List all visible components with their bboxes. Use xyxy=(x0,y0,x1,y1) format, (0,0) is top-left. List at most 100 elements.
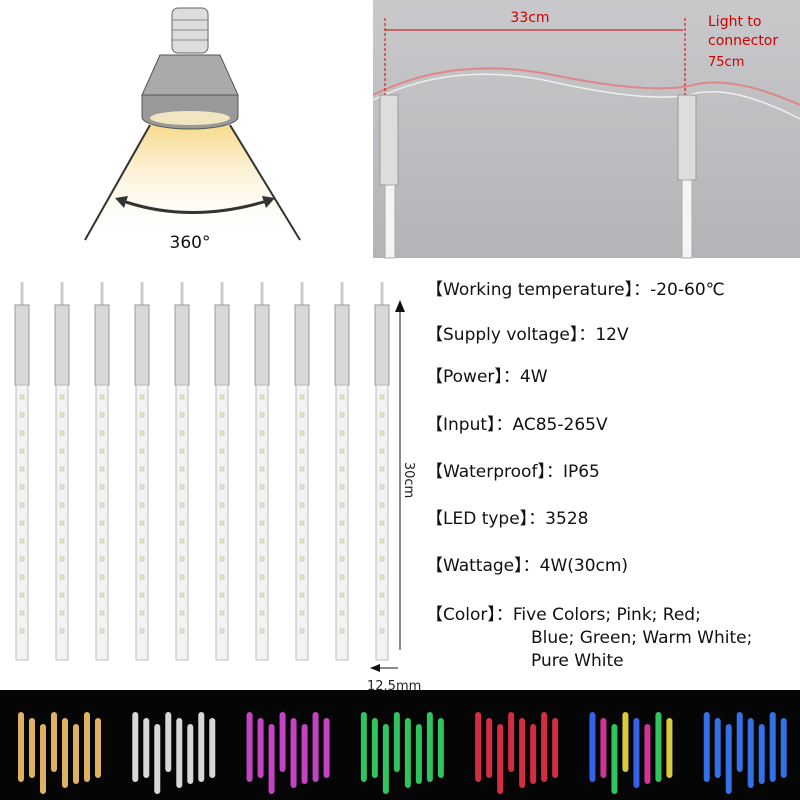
led xyxy=(19,574,25,580)
led xyxy=(299,394,305,400)
led xyxy=(299,610,305,616)
led xyxy=(99,556,105,562)
glow-tube xyxy=(508,712,515,772)
connector xyxy=(294,304,310,386)
spec-list: 【Working temperature】：-20-60℃ 【Supply vol… xyxy=(426,280,752,671)
led xyxy=(219,484,225,490)
led xyxy=(99,448,105,454)
spec-label: 【Wattage】 xyxy=(426,556,523,576)
glow-tube xyxy=(747,718,754,788)
glow-tube xyxy=(371,718,378,778)
led xyxy=(379,394,385,400)
led xyxy=(19,610,25,616)
spec-value: ：4W(30cm) xyxy=(523,556,628,576)
led xyxy=(339,538,345,544)
led xyxy=(219,592,225,598)
bulb-illustration: 360° xyxy=(84,7,301,253)
glow-tube xyxy=(552,718,559,778)
glow-tube xyxy=(73,724,79,784)
led xyxy=(379,628,385,634)
glow-tube xyxy=(611,724,618,794)
glow-tube xyxy=(714,718,721,778)
glow-tube xyxy=(312,712,319,782)
led xyxy=(379,502,385,508)
led xyxy=(299,556,305,562)
led xyxy=(99,574,105,580)
led xyxy=(139,412,145,418)
spec-item: 【Waterproof】：IP65 xyxy=(426,462,600,482)
led xyxy=(339,610,345,616)
glow-tube xyxy=(437,718,444,778)
led xyxy=(99,430,105,436)
connector xyxy=(254,304,270,386)
led xyxy=(219,538,225,544)
led xyxy=(339,448,345,454)
led xyxy=(19,448,25,454)
led xyxy=(139,430,145,436)
led xyxy=(59,502,65,508)
led xyxy=(19,484,25,490)
led xyxy=(59,574,65,580)
led xyxy=(299,412,305,418)
led xyxy=(19,592,25,598)
led xyxy=(179,502,185,508)
spec-item: 【Wattage】：4W(30cm) xyxy=(426,556,628,576)
led xyxy=(259,628,265,634)
glow-tube xyxy=(198,712,205,782)
led xyxy=(219,520,225,526)
glow-tube xyxy=(530,724,537,784)
spec-label: 【Color】 xyxy=(426,605,496,625)
glow-tube xyxy=(404,718,411,788)
led xyxy=(219,556,225,562)
led xyxy=(59,430,65,436)
led xyxy=(379,466,385,472)
led xyxy=(99,610,105,616)
led xyxy=(59,538,65,544)
led xyxy=(339,466,345,472)
led xyxy=(59,412,65,418)
led xyxy=(299,466,305,472)
led xyxy=(179,610,185,616)
led xyxy=(259,574,265,580)
led xyxy=(339,520,345,526)
led xyxy=(259,556,265,562)
led xyxy=(259,592,265,598)
led xyxy=(19,502,25,508)
spec-item: 【Working temperature】：-20-60℃ xyxy=(426,280,725,300)
glow-tube xyxy=(257,718,264,778)
spec-label: 【Waterproof】 xyxy=(426,462,546,482)
glow-tube xyxy=(95,718,101,778)
glow-tube xyxy=(600,718,607,778)
led xyxy=(139,484,145,490)
led xyxy=(99,628,105,634)
spec-value: ：4W xyxy=(503,367,548,387)
led xyxy=(299,592,305,598)
led xyxy=(299,538,305,544)
led xyxy=(179,520,185,526)
spec-value: ：-20-60℃ xyxy=(633,280,725,300)
led xyxy=(179,412,185,418)
led xyxy=(259,448,265,454)
spacing-label: 33cm xyxy=(510,10,549,26)
length-label: 30cm xyxy=(401,462,416,498)
spec-value: ：3528 xyxy=(528,509,588,529)
glow-tube xyxy=(154,724,161,794)
led xyxy=(219,628,225,634)
led xyxy=(339,502,345,508)
glow-tube xyxy=(415,724,422,784)
glow-tube xyxy=(382,724,389,794)
led xyxy=(139,520,145,526)
glow-tube xyxy=(323,718,330,778)
led xyxy=(59,610,65,616)
connector xyxy=(94,304,110,386)
glow-tube xyxy=(769,712,776,782)
connector xyxy=(14,304,30,386)
led xyxy=(339,592,345,598)
led xyxy=(339,430,345,436)
spec-value: ：IP65 xyxy=(546,462,600,482)
glow-tube xyxy=(644,724,651,784)
connector xyxy=(214,304,230,386)
led xyxy=(179,430,185,436)
led xyxy=(299,484,305,490)
